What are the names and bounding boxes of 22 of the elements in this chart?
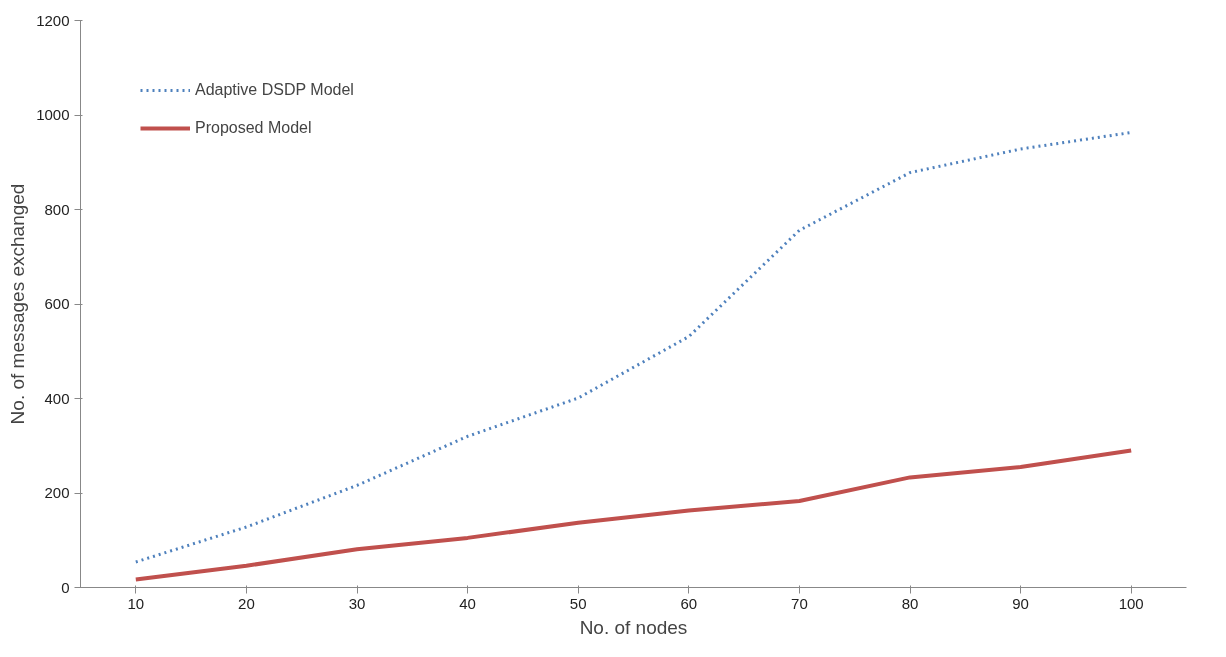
x-tick-label: 30 <box>348 594 366 612</box>
y-tick-label: 1200 <box>36 11 70 29</box>
x-tick-label: 10 <box>127 594 145 612</box>
y-tick-label: 1000 <box>36 106 70 123</box>
x-tick-label: 50 <box>569 594 587 612</box>
y-tick-label: 600 <box>44 295 70 312</box>
x-tick-label: 90 <box>1012 594 1029 612</box>
y-tick-label: 200 <box>44 484 70 501</box>
x-tick-label: 70 <box>791 594 808 612</box>
x-tick-label: 60 <box>680 594 698 612</box>
x-tick-label: 80 <box>901 594 919 612</box>
y-axis-title: No. of messages exchanged <box>7 183 29 425</box>
x-axis-title: No. of nodes <box>579 616 688 638</box>
x-tick-label: 40 <box>459 594 476 612</box>
x-tick-label: 20 <box>238 594 255 612</box>
y-tick-label: 400 <box>44 389 70 407</box>
line-series <box>133 448 1134 582</box>
y-tick-label: 0 <box>61 578 70 596</box>
y-tick-label: 800 <box>44 200 70 218</box>
x-tick-label: 100 <box>1118 594 1144 612</box>
legend-label: Proposed Model <box>195 119 312 137</box>
legend-label: Adaptive DSDP Model <box>195 81 354 99</box>
